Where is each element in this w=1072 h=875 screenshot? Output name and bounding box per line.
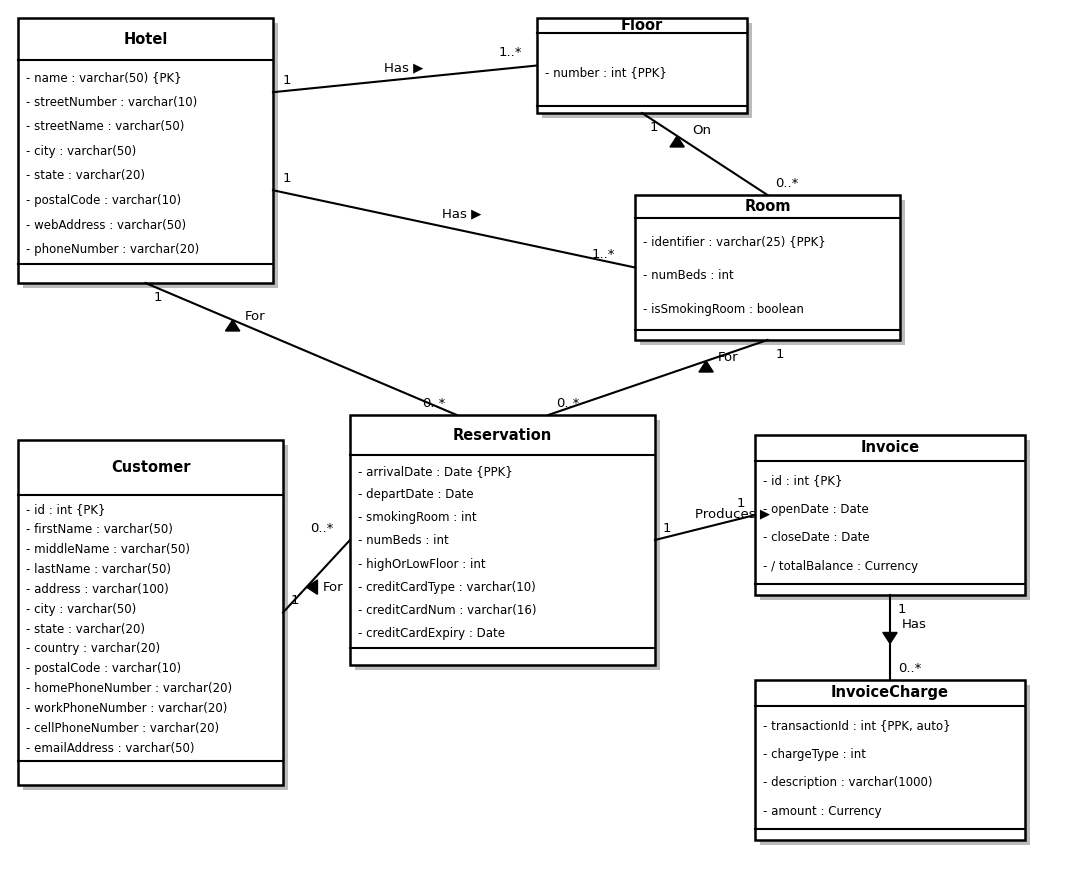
Text: - middleName : varchar(50): - middleName : varchar(50)	[26, 542, 190, 556]
Text: - description : varchar(1000): - description : varchar(1000)	[763, 776, 933, 789]
Text: Room: Room	[744, 200, 791, 214]
Text: - identifier : varchar(25) {PPK}: - identifier : varchar(25) {PPK}	[643, 235, 825, 248]
Text: 0..*: 0..*	[556, 397, 580, 410]
Bar	[755, 435, 1025, 595]
Text: 1..*: 1..*	[592, 248, 615, 261]
Text: - numBeds : int: - numBeds : int	[358, 535, 449, 548]
Bar	[349, 415, 655, 665]
Text: Customer: Customer	[110, 460, 190, 475]
Text: 1: 1	[775, 348, 784, 361]
Text: - number : int {PPK}: - number : int {PPK}	[545, 66, 667, 79]
Text: - postalCode : varchar(10): - postalCode : varchar(10)	[26, 194, 181, 207]
Text: Has: Has	[902, 618, 927, 631]
Text: 0..*: 0..*	[421, 397, 445, 410]
Bar	[640, 200, 905, 345]
Text: 0..*: 0..*	[775, 177, 799, 190]
Text: - workPhoneNumber : varchar(20): - workPhoneNumber : varchar(20)	[26, 703, 227, 716]
Text: - firstName : varchar(50): - firstName : varchar(50)	[26, 522, 173, 536]
Text: - departDate : Date: - departDate : Date	[358, 488, 474, 500]
Text: - homePhoneNumber : varchar(20): - homePhoneNumber : varchar(20)	[26, 682, 233, 696]
Text: - streetNumber : varchar(10): - streetNumber : varchar(10)	[26, 95, 197, 108]
Text: - id : int {PK}: - id : int {PK}	[26, 502, 105, 515]
Bar	[537, 18, 747, 113]
Text: Produces ▶: Produces ▶	[695, 507, 770, 521]
Text: 1: 1	[291, 594, 299, 607]
Bar	[760, 685, 1030, 845]
Text: 1: 1	[898, 603, 907, 616]
Text: For: For	[244, 310, 265, 323]
Polygon shape	[883, 633, 897, 643]
Bar	[760, 440, 1030, 600]
Text: 1: 1	[283, 172, 292, 186]
Text: - country : varchar(20): - country : varchar(20)	[26, 642, 160, 655]
Text: Has ▶: Has ▶	[442, 207, 481, 220]
Text: 0..*: 0..*	[898, 662, 921, 675]
Text: Reservation: Reservation	[452, 428, 552, 443]
Text: For: For	[718, 351, 739, 364]
Text: 1..*: 1..*	[498, 46, 522, 59]
Bar	[542, 23, 751, 118]
Bar	[635, 195, 900, 340]
Text: - city : varchar(50): - city : varchar(50)	[26, 603, 136, 615]
Polygon shape	[699, 361, 713, 372]
Text: Hotel: Hotel	[123, 31, 167, 46]
Text: - state : varchar(20): - state : varchar(20)	[26, 170, 145, 183]
Text: - closeDate : Date: - closeDate : Date	[763, 531, 869, 544]
Text: - id : int {PK}: - id : int {PK}	[763, 474, 843, 487]
Text: 1: 1	[662, 522, 671, 535]
Text: - numBeds : int: - numBeds : int	[643, 270, 733, 283]
Polygon shape	[307, 580, 317, 594]
Text: - / totalBalance : Currency: - / totalBalance : Currency	[763, 560, 918, 573]
Text: - chargeType : int: - chargeType : int	[763, 748, 866, 760]
Text: Invoice: Invoice	[861, 440, 920, 455]
Text: On: On	[693, 124, 711, 137]
Text: - amount : Currency: - amount : Currency	[763, 805, 881, 818]
Bar	[23, 23, 278, 288]
Text: - city : varchar(50): - city : varchar(50)	[26, 145, 136, 158]
Polygon shape	[670, 136, 684, 147]
Bar	[355, 420, 660, 670]
Text: 1: 1	[283, 74, 292, 88]
Bar	[755, 680, 1025, 840]
Text: - openDate : Date: - openDate : Date	[763, 503, 868, 515]
Bar	[18, 18, 273, 283]
Text: - isSmokingRoom : boolean: - isSmokingRoom : boolean	[643, 303, 804, 316]
Text: 1: 1	[650, 121, 658, 134]
Text: - address : varchar(100): - address : varchar(100)	[26, 583, 168, 596]
Text: - creditCardNum : varchar(16): - creditCardNum : varchar(16)	[358, 604, 536, 617]
Text: - lastName : varchar(50): - lastName : varchar(50)	[26, 563, 172, 576]
Text: - name : varchar(50) {PK}: - name : varchar(50) {PK}	[26, 71, 181, 84]
Bar	[23, 445, 288, 790]
Text: - state : varchar(20): - state : varchar(20)	[26, 622, 145, 635]
Text: - streetName : varchar(50): - streetName : varchar(50)	[26, 120, 184, 133]
Text: 0..*: 0..*	[310, 522, 333, 535]
Text: - webAddress : varchar(50): - webAddress : varchar(50)	[26, 219, 187, 232]
Text: - smokingRoom : int: - smokingRoom : int	[358, 511, 477, 524]
Text: - arrivalDate : Date {PPK}: - arrivalDate : Date {PPK}	[358, 465, 512, 478]
Text: - highOrLowFloor : int: - highOrLowFloor : int	[358, 557, 486, 570]
Text: - cellPhoneNumber : varchar(20): - cellPhoneNumber : varchar(20)	[26, 723, 219, 735]
Text: 1: 1	[738, 497, 745, 510]
Text: - postalCode : varchar(10): - postalCode : varchar(10)	[26, 662, 181, 676]
Text: Floor: Floor	[621, 18, 664, 33]
Text: InvoiceCharge: InvoiceCharge	[831, 685, 949, 700]
Text: - creditCardExpiry : Date: - creditCardExpiry : Date	[358, 627, 505, 640]
Text: Has ▶: Has ▶	[384, 61, 423, 74]
Text: For: For	[323, 581, 343, 594]
Polygon shape	[225, 320, 240, 331]
Text: 1: 1	[153, 291, 162, 304]
Text: - emailAddress : varchar(50): - emailAddress : varchar(50)	[26, 742, 194, 755]
Bar	[18, 440, 283, 785]
Text: - creditCardType : varchar(10): - creditCardType : varchar(10)	[358, 581, 536, 594]
Text: - transactionId : int {PPK, auto}: - transactionId : int {PPK, auto}	[763, 719, 951, 732]
Text: - phoneNumber : varchar(20): - phoneNumber : varchar(20)	[26, 243, 199, 256]
